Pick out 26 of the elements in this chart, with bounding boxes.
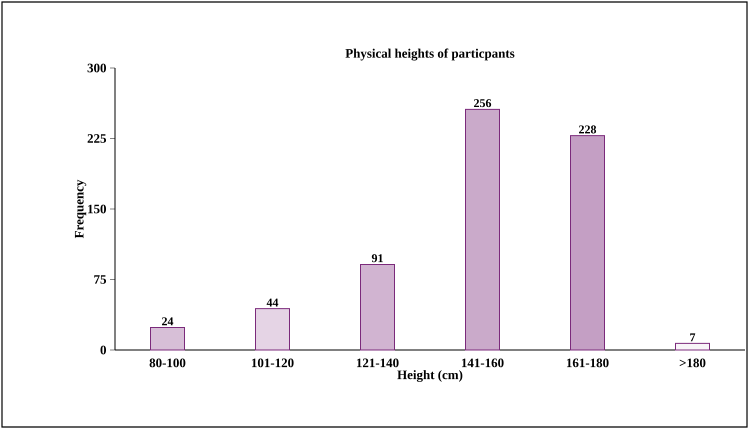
bar <box>150 326 185 350</box>
x-tick-label: 121-140 <box>356 358 399 368</box>
x-tick-label: 161-180 <box>566 358 609 368</box>
x-tick-label: 141-160 <box>462 358 504 368</box>
y-tick-label: 300 <box>88 64 106 72</box>
y-tick-label: 225 <box>88 134 106 143</box>
y-axis-title: Frequency <box>74 180 86 238</box>
data-label: 7 <box>690 333 696 342</box>
y-tick-label: 150 <box>88 204 106 214</box>
data-label: 44 <box>266 298 278 306</box>
data-label: 91 <box>372 254 383 262</box>
bar <box>570 135 605 350</box>
bar <box>465 108 500 350</box>
x-tick-label: >180 <box>680 358 706 368</box>
y-tick-label: 0 <box>100 346 106 354</box>
data-label: 24 <box>162 317 174 326</box>
x-tick-label: 101-120 <box>252 358 294 368</box>
x-axis-title: Height (cm) <box>397 370 462 382</box>
chart-title: Physical heights of particpants <box>345 48 514 61</box>
data-label: 256 <box>474 99 492 108</box>
bar <box>360 264 395 350</box>
bar <box>255 308 290 350</box>
x-tick-label: 80-100 <box>150 358 186 368</box>
data-label: 228 <box>579 125 596 134</box>
y-tick-label: 75 <box>94 275 106 284</box>
bar <box>675 342 710 350</box>
